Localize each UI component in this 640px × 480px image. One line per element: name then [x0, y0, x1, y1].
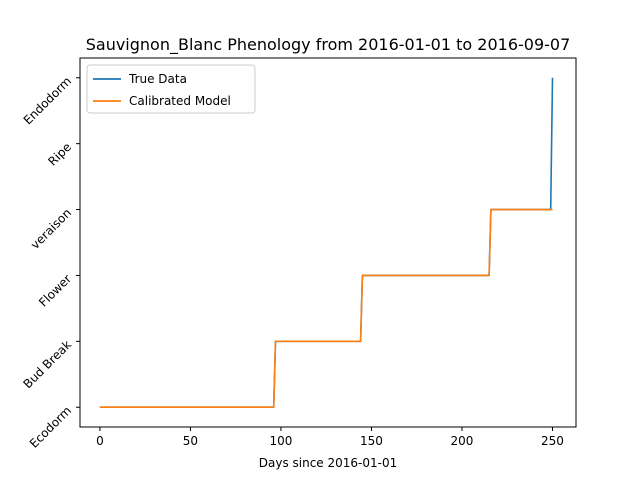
y-tick-label: Ecodorm	[27, 403, 74, 450]
y-axis: Ecodorm Bud Break Flower veraison Ripe Endodo…	[20, 74, 80, 451]
plot-area	[99, 77, 554, 409]
y-tick-label: veraison	[28, 206, 74, 252]
legend-box	[86, 64, 256, 114]
y-tick-label: Bud Break	[20, 338, 74, 392]
series-line-1	[99, 77, 554, 409]
legend-label-2: Calibrated Model	[129, 94, 231, 108]
y-tick-label: Ripe	[45, 140, 74, 169]
x-tick-label: 50	[183, 434, 198, 448]
legend: True Data Calibrated Model	[86, 64, 256, 114]
axes-frame	[79, 57, 577, 428]
x-tick-label: 100	[269, 434, 292, 448]
x-axis-label: Days since 2016-01-01	[259, 456, 398, 470]
legend-label-1: True Data	[128, 72, 187, 86]
x-tick-label: 0	[96, 434, 104, 448]
series-line-2	[99, 208, 553, 409]
x-tick-label: 250	[541, 434, 564, 448]
x-tick-label: 200	[451, 434, 474, 448]
x-axis: 0 50 100 150 200 250	[96, 427, 564, 448]
y-tick-label: Flower	[36, 272, 74, 310]
chart-title: Sauvignon_Blanc Phenology from 2016-01-0…	[86, 35, 571, 55]
x-tick-label: 150	[360, 434, 383, 448]
y-tick-label: Endodorm	[21, 74, 74, 127]
